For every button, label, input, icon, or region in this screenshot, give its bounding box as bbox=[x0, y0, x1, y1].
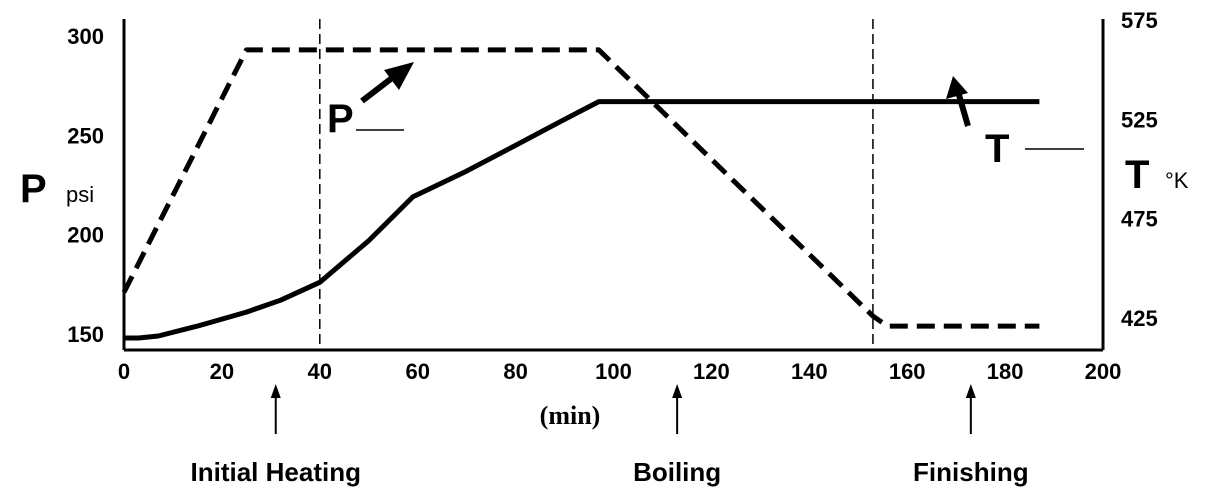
right-tick-label: 525 bbox=[1121, 107, 1158, 132]
p-series-label: P bbox=[327, 97, 354, 141]
left-tick-label: 150 bbox=[67, 322, 104, 347]
t-series-annotation: T bbox=[946, 76, 1084, 171]
x-tick-label: 60 bbox=[405, 359, 429, 384]
x-tick-label: 180 bbox=[987, 359, 1024, 384]
left-tick-label: 250 bbox=[67, 123, 104, 148]
t-series-label: T bbox=[985, 127, 1009, 171]
p-series-annotation: P bbox=[327, 62, 414, 141]
series-p-line bbox=[121, 47, 1040, 329]
series-layer bbox=[121, 47, 1040, 341]
right-axis-symbol: T bbox=[1125, 153, 1149, 197]
p-arrow-shaft bbox=[360, 75, 394, 104]
phase-arrow-head bbox=[672, 384, 683, 398]
right-tick-labels: 425 475 525 575 bbox=[1121, 8, 1158, 331]
x-tick-label: 100 bbox=[595, 359, 632, 384]
x-tick-label: 140 bbox=[791, 359, 828, 384]
left-axis-unit: psi bbox=[66, 182, 94, 207]
x-tick-label: 20 bbox=[210, 359, 234, 384]
x-tick-label: 200 bbox=[1085, 359, 1122, 384]
left-axis-title: P psi bbox=[20, 167, 94, 211]
right-tick-label: 575 bbox=[1121, 8, 1158, 33]
plot-frame bbox=[122, 19, 1105, 352]
left-tick-label: 200 bbox=[67, 223, 104, 248]
t-arrow-head bbox=[946, 76, 968, 99]
t-arrow-shaft bbox=[956, 94, 971, 127]
x-tick-label: 40 bbox=[308, 359, 332, 384]
left-tick-label: 300 bbox=[67, 24, 104, 49]
x-tick-label: 120 bbox=[693, 359, 730, 384]
right-tick-label: 425 bbox=[1121, 306, 1158, 331]
phase-arrow-head bbox=[965, 384, 976, 398]
x-tick-label: 0 bbox=[118, 359, 130, 384]
phase-arrow-head bbox=[270, 384, 281, 398]
x-tick-label: 80 bbox=[503, 359, 527, 384]
p-arrow-head bbox=[384, 62, 414, 90]
phase-label: Boiling bbox=[633, 457, 721, 487]
right-axis-unit: °K bbox=[1165, 168, 1189, 193]
phase-label: Finishing bbox=[913, 457, 1029, 487]
right-axis-title: T °K bbox=[1125, 153, 1189, 197]
right-tick-label: 475 bbox=[1121, 207, 1158, 232]
series-t-line bbox=[124, 99, 1040, 341]
phase-label: Initial Heating bbox=[191, 457, 361, 487]
left-axis-symbol: P bbox=[20, 167, 47, 211]
x-tick-label: 160 bbox=[889, 359, 926, 384]
left-tick-labels: 150 200 250 300 bbox=[67, 24, 104, 347]
x-axis-label: (min) bbox=[540, 401, 601, 430]
x-tick-labels: 0 20 40 60 80 100 120 140 160 180 200 bbox=[118, 359, 1121, 384]
phase-boundary-lines bbox=[319, 19, 874, 350]
phase-layer: Initial Heating Boiling Finishing bbox=[191, 384, 1029, 487]
